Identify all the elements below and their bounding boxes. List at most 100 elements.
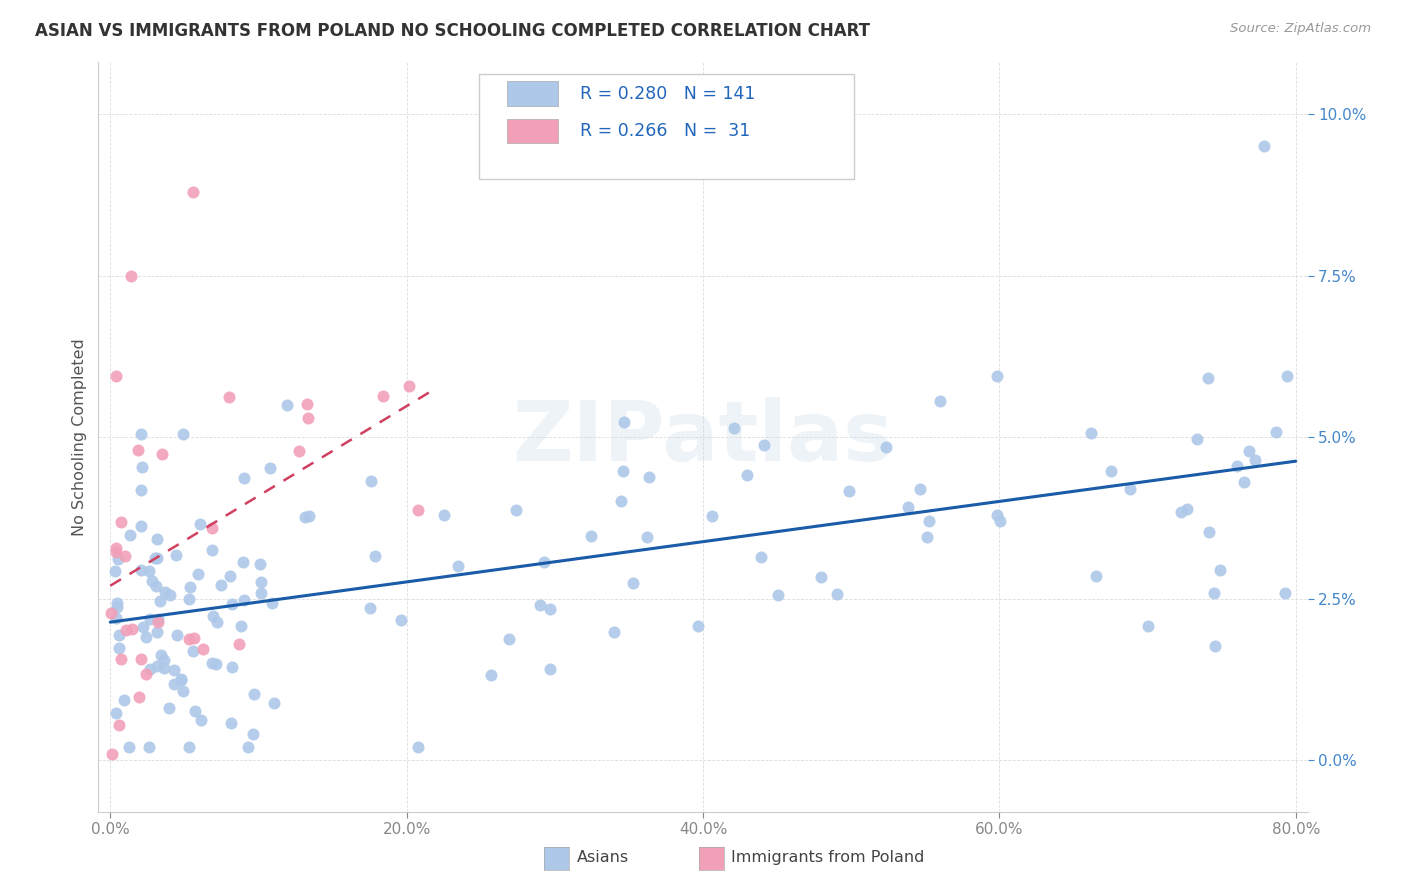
- Point: [209, 578, 232, 592]
- Point: [259, 460, 281, 475]
- Point: [1265, 425, 1288, 439]
- Point: [263, 697, 285, 711]
- Point: [110, 515, 132, 529]
- Point: [218, 390, 240, 404]
- Point: [918, 514, 941, 528]
- Point: [447, 558, 470, 573]
- Point: [170, 673, 193, 687]
- Point: [184, 704, 207, 718]
- Point: [1244, 453, 1267, 467]
- Point: [1233, 475, 1256, 489]
- Point: [186, 566, 208, 581]
- Point: [249, 557, 271, 571]
- Point: [163, 677, 186, 691]
- Point: [723, 420, 745, 434]
- Point: [221, 660, 243, 674]
- Point: [105, 600, 128, 615]
- Point: [1274, 586, 1296, 600]
- Point: [1277, 369, 1299, 384]
- Point: [132, 620, 155, 634]
- Point: [276, 398, 298, 412]
- Point: [138, 564, 160, 578]
- Point: [129, 518, 152, 533]
- Point: [131, 459, 153, 474]
- Point: [108, 640, 131, 655]
- Point: [700, 508, 723, 523]
- Point: [810, 570, 832, 584]
- Point: [529, 599, 551, 613]
- Point: [360, 474, 382, 488]
- Point: [121, 622, 143, 636]
- Point: [146, 551, 169, 566]
- Point: [915, 530, 938, 544]
- Point: [200, 656, 222, 670]
- Point: [754, 438, 776, 452]
- Point: [205, 657, 228, 672]
- Point: [406, 503, 429, 517]
- Point: [221, 597, 243, 611]
- Point: [172, 684, 194, 698]
- Point: [146, 615, 169, 629]
- Point: [145, 579, 167, 593]
- Point: [104, 545, 127, 559]
- Point: [249, 586, 271, 600]
- Point: [398, 379, 420, 393]
- Point: [1137, 619, 1160, 633]
- Point: [262, 596, 284, 610]
- Point: [181, 644, 204, 658]
- Point: [637, 470, 659, 484]
- Point: [183, 631, 205, 645]
- Point: [107, 551, 129, 566]
- Point: [838, 483, 860, 498]
- Point: [498, 632, 520, 646]
- Point: [825, 587, 848, 601]
- Point: [104, 369, 127, 384]
- Point: [602, 624, 624, 639]
- Point: [101, 747, 124, 761]
- Point: [579, 529, 602, 543]
- Point: [243, 687, 266, 701]
- Point: [533, 555, 555, 569]
- Point: [479, 667, 502, 681]
- Point: [112, 693, 135, 707]
- Point: [229, 619, 252, 633]
- Point: [297, 410, 319, 425]
- Point: [201, 521, 224, 535]
- Point: [636, 530, 658, 544]
- Text: Source: ZipAtlas.com: Source: ZipAtlas.com: [1230, 22, 1371, 36]
- Point: [406, 740, 429, 755]
- Point: [146, 659, 169, 673]
- Point: [538, 662, 561, 676]
- Point: [159, 700, 181, 714]
- Point: [149, 594, 172, 608]
- Point: [104, 564, 127, 578]
- Point: [155, 584, 177, 599]
- Point: [166, 628, 188, 642]
- Point: [105, 596, 128, 610]
- Point: [159, 588, 181, 602]
- Point: [538, 602, 561, 616]
- Point: [1101, 464, 1123, 478]
- Point: [1119, 483, 1142, 497]
- Point: [749, 549, 772, 564]
- Point: [135, 630, 157, 644]
- Point: [129, 483, 152, 497]
- Point: [1226, 459, 1249, 474]
- Point: [153, 661, 176, 675]
- Point: [118, 740, 141, 755]
- Point: [177, 632, 200, 647]
- Point: [1204, 585, 1226, 599]
- Point: [170, 673, 193, 687]
- Point: [172, 426, 194, 441]
- Text: R = 0.266   N =  31: R = 0.266 N = 31: [579, 122, 749, 140]
- Point: [129, 563, 152, 577]
- Point: [143, 551, 166, 566]
- Point: [177, 740, 200, 755]
- Point: [107, 628, 129, 642]
- Point: [105, 706, 128, 721]
- Point: [621, 576, 644, 591]
- Point: [1170, 504, 1192, 518]
- Point: [183, 185, 205, 199]
- Point: [1197, 370, 1219, 384]
- Text: ZIPatlas: ZIPatlas: [513, 397, 893, 477]
